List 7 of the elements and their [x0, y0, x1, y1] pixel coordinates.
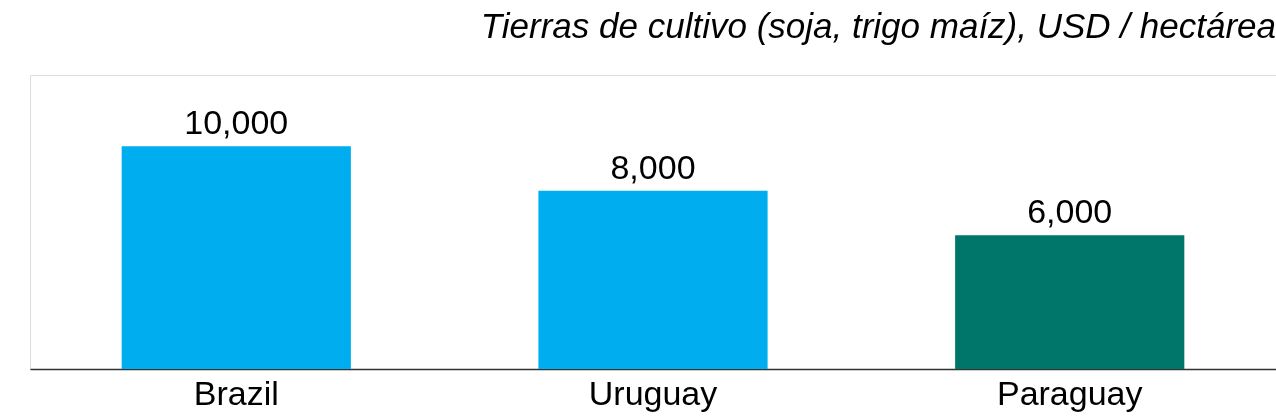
x-tick-label: Paraguay: [996, 373, 1143, 412]
chart-title: Tierras de cultivo (soja, trigo maíz), USD / hectárea: [480, 6, 1276, 45]
data-label: 10,000: [184, 103, 289, 142]
x-tick-label: Brazil: [193, 373, 279, 412]
data-label: 8,000: [610, 147, 696, 186]
x-tick-label: Uruguay: [588, 373, 718, 412]
data-label: 6,000: [1027, 192, 1113, 231]
